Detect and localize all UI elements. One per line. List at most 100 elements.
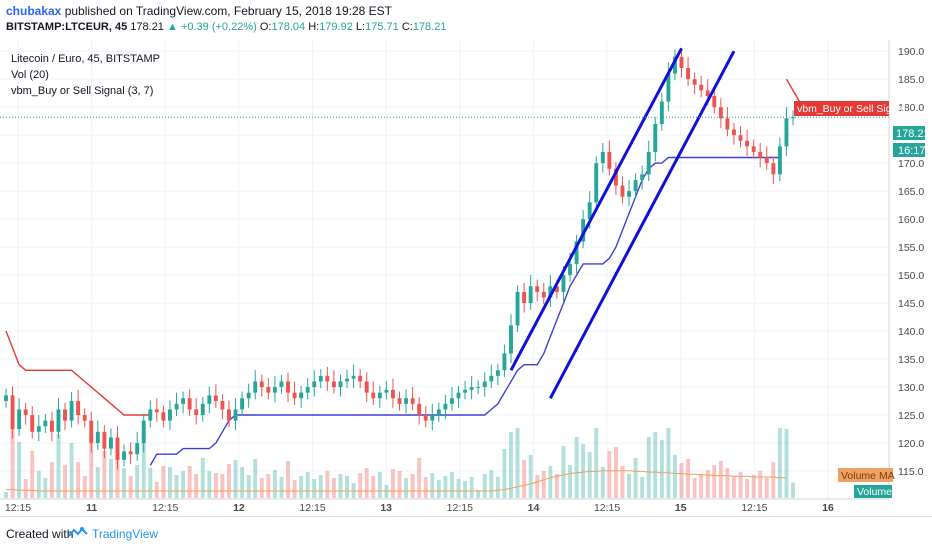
time-axis[interactable]: 12:15 11 12:15 12 12:15 13 12:15 14 12:15 15 12:15…: [5, 502, 834, 514]
volume-bar: [377, 472, 382, 498]
volume-bar: [646, 437, 651, 498]
created-with-text: Created with: [6, 527, 74, 541]
volume-bar: [791, 482, 795, 498]
candle-body: [509, 325, 513, 354]
trend-line-upper[interactable]: [509, 47, 683, 371]
open-value: 178.04: [271, 21, 306, 33]
candle-body: [495, 370, 500, 376]
candle-body: [659, 101, 664, 124]
volume-bar: [213, 473, 218, 498]
legend-volume[interactable]: Vol (20): [11, 69, 49, 81]
volume-bar: [240, 467, 245, 498]
candle-body: [725, 118, 730, 130]
candle-body: [535, 286, 540, 292]
volume-bar: [495, 477, 500, 498]
candle-body: [640, 174, 645, 180]
candle-body: [338, 381, 343, 388]
volume-bar: [535, 475, 540, 498]
low-value: 175.71: [365, 21, 399, 33]
volume-bar: [279, 477, 284, 498]
signal-blue-line: [149, 156, 780, 466]
candle-body: [502, 353, 507, 371]
price-tick-label: 145.0: [898, 298, 924, 310]
trend-line-lower[interactable]: [549, 50, 736, 399]
last-price: 178.21: [130, 21, 164, 33]
volume-bar: [299, 476, 304, 498]
volume-bar: [331, 478, 336, 498]
volume-bar: [194, 474, 199, 498]
volume-bar: [764, 478, 769, 498]
candle-body: [76, 401, 81, 416]
volume-bar: [272, 470, 277, 498]
candle-body: [568, 263, 572, 276]
volume-bar: [679, 463, 684, 498]
volume-bar: [450, 472, 454, 498]
volume-bar: [233, 460, 238, 498]
time-tick-label: 12:15: [447, 502, 473, 514]
candle-body: [43, 420, 48, 427]
legend-indicator[interactable]: vbm_Buy or Sell Signal (3, 7): [11, 85, 153, 97]
volume-bar: [541, 471, 546, 498]
volume-bar: [423, 477, 428, 498]
volume-bar: [745, 479, 750, 498]
candle-body: [489, 375, 494, 382]
price-tick-label: 125.0: [898, 410, 924, 422]
volume-bar: [266, 474, 271, 498]
volume-bar: [141, 437, 146, 498]
candle-body: [259, 381, 264, 388]
volume-bar: [174, 475, 179, 498]
tradingview-link[interactable]: TradingView: [92, 527, 159, 541]
volume-bar: [672, 455, 677, 498]
volume-bar: [89, 436, 94, 498]
candle-body: [56, 409, 61, 432]
candle-body: [89, 420, 94, 444]
volume-bar: [463, 481, 468, 498]
candle-body: [141, 420, 146, 444]
volume-bar: [43, 478, 48, 498]
price-chart[interactable]: 115.0 120.0 125.0 130.0 135.0 140.0 145.0 150.0…: [0, 40, 932, 516]
volume-bar: [410, 474, 415, 498]
volume-bar: [259, 478, 264, 498]
volume-ma-tag-box: [838, 468, 893, 482]
candle-body: [351, 375, 356, 379]
candles: [4, 47, 795, 470]
publisher-line: chubakax published on TradingView.com, F…: [6, 4, 392, 18]
volume-bar: [600, 467, 605, 498]
volume-bar: [692, 478, 697, 498]
candle-body: [292, 392, 297, 399]
candle-body: [417, 403, 422, 416]
candle-body: [207, 395, 212, 404]
volume-bar: [30, 451, 35, 498]
close-label: C:: [401, 21, 413, 33]
volume-bar: [227, 464, 231, 498]
volume-bar: [633, 458, 638, 498]
ticker-line: BITSTAMP:LTCEUR, 45 178.21 ▲ +0.39 (+0.2…: [6, 21, 446, 33]
symbol-name: BITSTAMP:LTCEUR, 45: [6, 21, 128, 33]
candle-body: [128, 451, 133, 455]
volume-bar: [397, 471, 402, 498]
candle-body: [528, 286, 533, 304]
volume-bar: [489, 470, 494, 498]
volume-bar: [502, 449, 507, 498]
candle-body: [718, 107, 723, 119]
author-name[interactable]: chubakax: [6, 4, 62, 18]
countdown-tag: 16:17: [893, 143, 926, 157]
price-tick-label: 165.0: [898, 186, 924, 198]
candle-body: [390, 389, 395, 399]
volume-bar: [4, 492, 8, 498]
tradingview-logo-icon: [68, 527, 88, 537]
volume-bar: [417, 458, 422, 498]
price-tick-label: 150.0: [898, 270, 924, 282]
candle-body: [771, 163, 776, 175]
candle-body: [95, 431, 100, 444]
candle-body: [49, 420, 54, 432]
volume-ma-tag: Volume MA: [838, 468, 895, 482]
volume-bar: [200, 458, 205, 498]
candle-body: [653, 123, 658, 152]
candle-body: [633, 179, 638, 192]
candle-body: [463, 389, 468, 393]
volume-bar: [95, 467, 100, 498]
price-tick-label: 120.0: [898, 438, 924, 450]
time-tick-label: 12: [233, 502, 245, 514]
candle-body: [482, 381, 487, 388]
